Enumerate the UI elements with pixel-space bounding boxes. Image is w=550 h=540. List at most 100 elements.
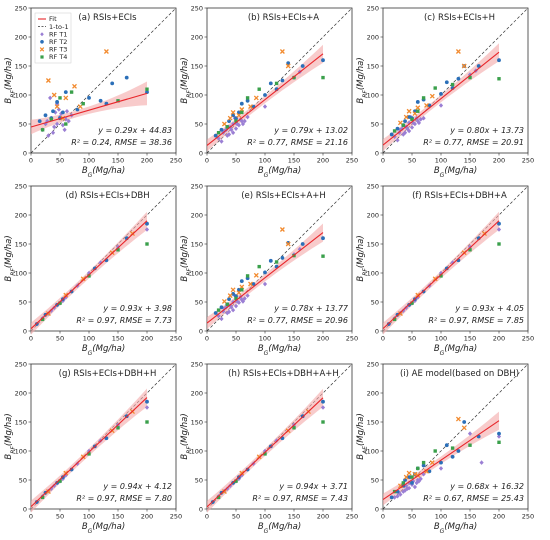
data-point [40, 495, 45, 500]
data-point [402, 130, 408, 135]
data-point [402, 488, 408, 493]
data-point [235, 299, 240, 304]
data-point [103, 49, 109, 54]
data-point [398, 127, 403, 133]
one-to-one-line [206, 7, 353, 154]
data-point [407, 480, 412, 486]
y-tick-label: 200 [191, 33, 203, 41]
data-point [456, 76, 461, 81]
data-point [427, 469, 432, 474]
y-tick-label: 0 [23, 327, 27, 335]
data-point [98, 98, 103, 103]
data-point [87, 452, 91, 456]
data-point [427, 103, 432, 108]
x-tick-label: 150 [112, 335, 124, 343]
plot-frame [30, 7, 177, 154]
x-tick-label: 50 [56, 513, 64, 521]
y-tick-label: 200 [15, 33, 27, 41]
data-point [60, 122, 65, 128]
legend-entry: RF T4 [40, 53, 67, 61]
data-point [397, 311, 403, 317]
y-tick-label: 100 [367, 91, 379, 99]
panel-title: (d) RSIs+ECIs+DBH [65, 191, 149, 201]
data-point [450, 454, 455, 459]
data-point [274, 260, 279, 264]
data-point [58, 96, 62, 100]
data-point [415, 105, 421, 111]
data-point [450, 260, 455, 265]
data-point [144, 405, 150, 410]
data-point [320, 405, 326, 410]
y-tick-label: 250 [367, 4, 379, 12]
data-point [63, 470, 69, 476]
fit-equation: y = 0.80x + 13.73 [449, 126, 524, 135]
x-tick-label: 200 [317, 157, 329, 165]
y-axis-label: BRF(Mg/ha) [356, 57, 369, 103]
y-tick-label: 250 [15, 360, 27, 368]
fit-equation: y = 0.93x + 3.98 [102, 304, 172, 313]
data-point [213, 311, 218, 315]
x-tick-label: 250 [346, 513, 358, 521]
x-tick-label: 50 [408, 513, 416, 521]
y-tick-label: 150 [15, 62, 27, 70]
data-point [245, 98, 250, 103]
legend-entry: 1-to-1 [38, 23, 69, 31]
data-point [216, 495, 221, 500]
data-point [92, 266, 97, 271]
fit-equation: y = 0.94x + 4.12 [102, 482, 172, 491]
x-tick-label: 0 [381, 513, 385, 521]
data-point [410, 481, 414, 485]
y-tick-label: 50 [371, 120, 379, 128]
y-tick-label: 100 [15, 447, 27, 455]
data-point [496, 434, 502, 439]
data-point [403, 119, 407, 123]
one-to-one-line [30, 7, 177, 154]
data-point [321, 58, 325, 63]
data-point [444, 266, 449, 271]
x-tick-label: 50 [408, 335, 416, 343]
y-tick-label: 100 [15, 269, 27, 277]
fit-line [382, 420, 500, 500]
data-point [424, 102, 429, 108]
data-point [46, 133, 51, 138]
data-point [407, 475, 411, 479]
plot-frame [382, 363, 529, 510]
plot-frame [30, 363, 177, 510]
data-point [418, 476, 423, 482]
fit-line [206, 397, 324, 508]
y-tick-label: 150 [367, 418, 379, 426]
data-point [321, 236, 325, 241]
y-tick-label: 250 [191, 360, 203, 368]
x-tick-label: 150 [464, 157, 476, 165]
data-point [51, 109, 55, 114]
data-point [253, 95, 259, 101]
one-to-one-line [382, 7, 529, 154]
series-rf-t2 [37, 75, 149, 123]
data-point [240, 110, 244, 115]
y-tick-label: 200 [191, 211, 203, 219]
plot-frame [382, 7, 529, 154]
data-point [416, 120, 422, 126]
y-tick-label: 50 [19, 120, 27, 128]
data-point [410, 475, 414, 479]
x-tick-label: 50 [232, 157, 240, 165]
y-tick-label: 100 [191, 269, 203, 277]
data-point [280, 78, 285, 83]
data-point [257, 264, 261, 269]
x-tick-label: 0 [381, 335, 385, 343]
data-point [279, 227, 285, 232]
legend-marker [40, 55, 44, 59]
y-tick-label: 0 [199, 505, 203, 513]
data-point [421, 96, 426, 100]
x-axis-label: BG(Mg/ha) [258, 522, 301, 535]
series-rf-t4 [216, 75, 325, 135]
x-tick-label: 250 [522, 335, 534, 343]
data-point [297, 246, 302, 252]
x-tick-label: 0 [381, 157, 385, 165]
legend-box [34, 12, 72, 64]
plot-frame [30, 185, 177, 332]
data-point [222, 306, 227, 311]
y-tick-label: 150 [15, 240, 27, 248]
data-point [242, 296, 247, 301]
data-point [110, 81, 115, 86]
